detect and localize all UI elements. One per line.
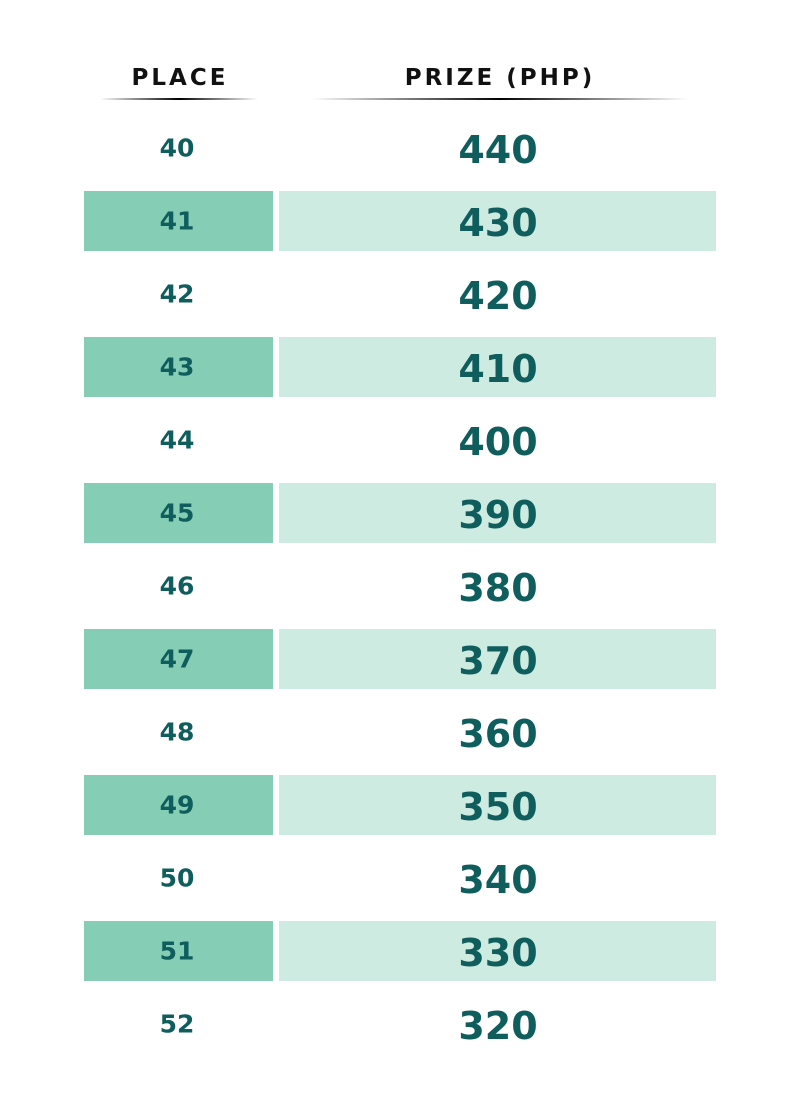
row-band-place xyxy=(84,337,273,397)
row-band-prize xyxy=(279,483,716,543)
row-band-prize xyxy=(279,629,716,689)
place-cell: 49 xyxy=(160,791,195,820)
row-band-place xyxy=(84,921,273,981)
prize-cell: 410 xyxy=(458,347,537,391)
prize-cell: 430 xyxy=(458,201,537,245)
row-band-prize xyxy=(279,921,716,981)
prize-cell: 380 xyxy=(458,566,537,610)
prize-cell: 360 xyxy=(458,712,537,756)
prize-cell: 330 xyxy=(458,931,537,975)
place-cell: 48 xyxy=(160,718,195,747)
row-band-place xyxy=(84,629,273,689)
prize-cell: 440 xyxy=(458,128,537,172)
place-cell: 51 xyxy=(160,937,195,966)
header-place: PLACE xyxy=(132,65,229,91)
prize-cell: 340 xyxy=(458,858,537,902)
prize-cell: 370 xyxy=(458,639,537,683)
place-cell: 41 xyxy=(160,207,195,236)
place-cell: 42 xyxy=(160,280,195,309)
place-cell: 50 xyxy=(160,864,195,893)
header-prize: PRIZE (PHP) xyxy=(405,65,596,91)
row-band-place xyxy=(84,191,273,251)
row-band-place xyxy=(84,483,273,543)
row-band-prize xyxy=(279,775,716,835)
row-band-prize xyxy=(279,337,716,397)
place-cell: 40 xyxy=(160,134,195,163)
prize-cell: 320 xyxy=(458,1004,537,1048)
place-cell: 47 xyxy=(160,645,195,674)
place-cell: 43 xyxy=(160,353,195,382)
place-cell: 45 xyxy=(160,499,195,528)
prize-cell: 420 xyxy=(458,274,537,318)
header-underline xyxy=(312,98,688,100)
place-cell: 44 xyxy=(160,426,195,455)
prize-cell: 350 xyxy=(458,785,537,829)
place-cell: 52 xyxy=(160,1010,195,1039)
prize-cell: 400 xyxy=(458,420,537,464)
header-underline xyxy=(100,98,258,100)
row-band-prize xyxy=(279,191,716,251)
place-cell: 46 xyxy=(160,572,195,601)
row-band-place xyxy=(84,775,273,835)
prize-cell: 390 xyxy=(458,493,537,537)
